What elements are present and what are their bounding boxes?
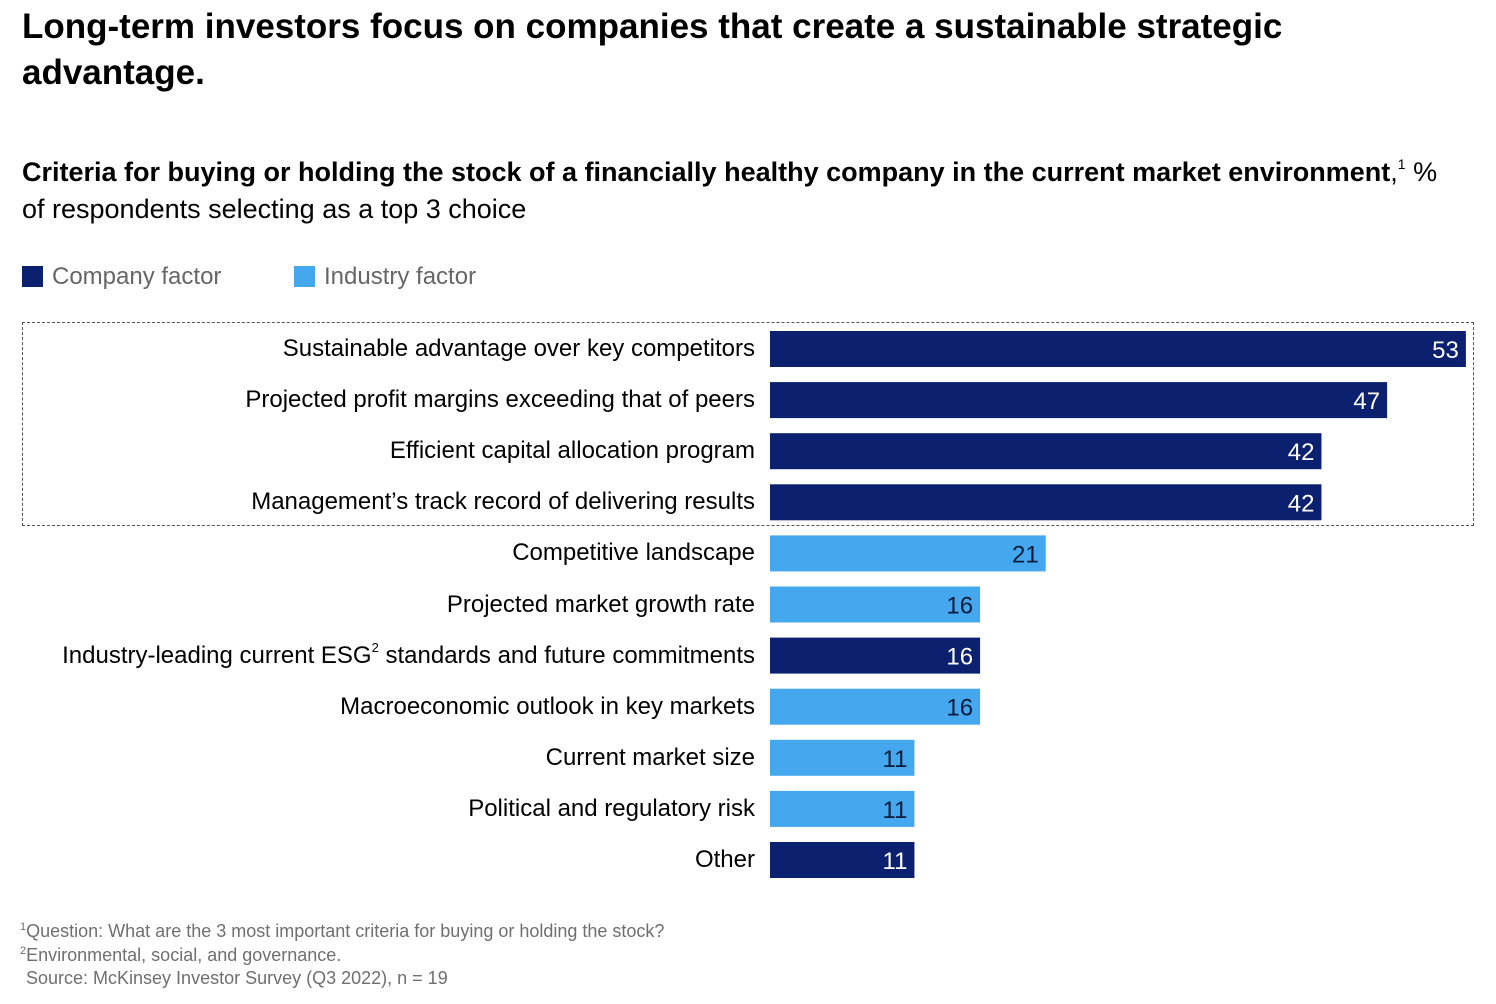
legend-swatch-industry (294, 266, 315, 287)
bar-8 (770, 739, 915, 776)
bar-10 (770, 842, 915, 878)
bar-9 (770, 790, 915, 827)
legend-label-company: Company factor (52, 263, 222, 290)
category-label-8: Current market size (545, 743, 755, 771)
bar-value-label-8: 11 (883, 746, 908, 773)
bar-0 (770, 331, 1466, 367)
bar-value-label-4: 21 (1012, 541, 1039, 568)
category-label-10: Other (694, 846, 755, 873)
bar-1 (770, 382, 1388, 419)
source-note: Source: McKinsey Investor Survey (Q3 202… (26, 968, 448, 988)
category-label-5: Projected market growth rate (446, 590, 755, 618)
bar-2 (770, 433, 1322, 470)
bar-value-label-1: 47 (1353, 388, 1380, 415)
footnote-2-text: Environmental, social, and governance. (26, 944, 342, 965)
bar-value-label-0: 53 (1432, 337, 1459, 364)
footnote-1-text: Question: What are the 3 most important … (26, 921, 665, 941)
category-label-0: Sustainable advantage over key competito… (282, 335, 755, 362)
bar-3 (770, 484, 1322, 521)
subtitle-comma: , (1390, 157, 1398, 187)
bar-value-label-3: 42 (1288, 490, 1315, 517)
footnote-1: 1Question: What are the 3 most important… (20, 920, 1420, 944)
footnote-1-marker: 1 (20, 921, 27, 933)
category-label-3: Management’s track record of delivering … (251, 488, 755, 516)
bar-7 (770, 688, 981, 725)
subtitle-unit: % of respondents selecting as a top 3 ch… (22, 157, 1438, 224)
esg-footnote-marker: 2 (371, 639, 379, 655)
legend-swatch-company (22, 266, 43, 287)
chart-subtitle: Criteria for buying or holding the stock… (22, 154, 1462, 228)
category-label-6: Industry-leading current ESG2 standards … (62, 639, 755, 669)
category-label-1: Projected profit margins exceeding that … (245, 386, 755, 414)
bar-5 (770, 586, 981, 623)
category-label-4: Competitive landscape (512, 539, 755, 567)
top-criteria-highlight-box (22, 322, 1474, 526)
category-label-2: Efficient capital allocation program (389, 437, 755, 465)
subtitle-bold: Criteria for buying or holding the stock… (22, 157, 1391, 187)
bar-4 (770, 535, 1046, 572)
footnotes: 1Question: What are the 3 most important… (20, 920, 1420, 991)
bar-value-label-5: 16 (946, 593, 973, 620)
bar-value-label-10: 11 (883, 848, 908, 875)
bar-value-label-7: 16 (946, 695, 973, 722)
category-label-7: Macroeconomic outlook in key markets (340, 692, 755, 720)
footnote-2-marker: 2 (20, 944, 27, 957)
chart-title: Long-term investors focus on companies t… (22, 7, 1283, 92)
bar-value-label-9: 11 (883, 797, 908, 824)
bar-value-label-6: 16 (946, 644, 973, 671)
category-label-9: Political and regulatory risk (468, 794, 755, 822)
bar-6 (770, 637, 981, 674)
subtitle-footnote-marker: 1 (1397, 156, 1406, 172)
footnote-2: 2Environmental, social, and governance. (20, 944, 1420, 968)
legend-label-industry: Industry factor (324, 263, 477, 290)
bar-value-label-2: 42 (1288, 439, 1315, 466)
